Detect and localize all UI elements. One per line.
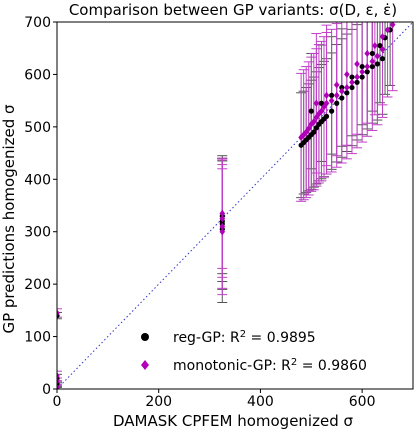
point-1-15 xyxy=(316,110,322,118)
point-0-30 xyxy=(308,108,314,114)
point-0-36 xyxy=(369,50,375,57)
point-0-18 xyxy=(323,113,330,119)
point-1-16 xyxy=(318,107,325,115)
y-tick-label-6: 600 xyxy=(24,67,51,83)
legend-label-monotonic-gp: monotonic-GP: R2 = 0.9860 xyxy=(173,357,367,375)
point-1-23 xyxy=(349,78,355,86)
point-1-36 xyxy=(372,41,378,50)
point-0-22 xyxy=(344,90,350,96)
point-1-11 xyxy=(305,124,312,133)
identity-reference-line xyxy=(57,22,413,389)
point-1-35 xyxy=(364,49,371,58)
point-1-2 xyxy=(57,372,60,380)
point-1-13 xyxy=(311,118,317,126)
point-0-20 xyxy=(334,100,340,106)
point-1-0 xyxy=(57,383,60,389)
point-1-33 xyxy=(344,70,350,79)
point-1-3 xyxy=(57,309,60,317)
x-tick-label-1: 200 xyxy=(145,394,172,410)
x-axis-label: DAMASK CPFEM homogenized σ xyxy=(113,412,354,430)
y-tick-label-1: 100 xyxy=(24,330,51,346)
axis-ticks: 0 200 400 600 0 100 200 300 400 500 600 700 xyxy=(24,15,375,410)
point-0-28 xyxy=(374,61,380,67)
y-axis-label: GP predictions homogenized σ xyxy=(0,104,18,334)
point-0-25 xyxy=(359,74,365,80)
y-tick-label-5: 500 xyxy=(24,120,51,136)
x-tick-label-2: 400 xyxy=(247,394,274,410)
point-1-9 xyxy=(300,131,307,139)
point-0-35 xyxy=(359,63,365,70)
plot-clip-group xyxy=(57,22,413,389)
point-0-34 xyxy=(349,74,355,80)
point-1-19 xyxy=(328,97,335,105)
point-0-32 xyxy=(329,92,335,98)
y-tick-label-7: 700 xyxy=(24,15,51,31)
point-1-7 xyxy=(219,209,226,217)
point-1-34 xyxy=(354,60,360,68)
point-0-27 xyxy=(369,63,375,70)
point-0-13 xyxy=(311,129,317,135)
point-0-29 xyxy=(379,56,386,62)
y-tick-label-0: 0 xyxy=(42,382,51,398)
markers-1 xyxy=(57,22,396,389)
y-tick-label-4: 400 xyxy=(24,172,51,188)
point-1-18 xyxy=(323,99,330,107)
chart-title: Comparison between GP variants: σ(D, ε, … xyxy=(69,1,397,19)
point-1-25 xyxy=(359,68,365,76)
legend: reg-GP: R2 = 0.9895 monotonic-GP: R2 = 0… xyxy=(141,329,367,375)
point-1-21 xyxy=(339,87,345,95)
point-1-22 xyxy=(344,83,350,92)
point-1-4 xyxy=(219,228,226,236)
point-0-33 xyxy=(339,84,345,91)
point-0-26 xyxy=(364,69,370,75)
point-1-32 xyxy=(333,81,340,89)
legend-label-reg-gp: reg-GP: R2 = 0.9895 xyxy=(173,329,316,347)
point-0-19 xyxy=(329,108,335,114)
point-1-27 xyxy=(369,57,376,65)
point-1-30 xyxy=(313,99,320,107)
x-tick-label-3: 600 xyxy=(349,394,376,410)
point-1-5 xyxy=(219,222,226,231)
point-1-6 xyxy=(219,215,226,223)
plot-area xyxy=(57,22,413,389)
point-0-14 xyxy=(313,125,319,131)
y-tick-label-3: 300 xyxy=(24,225,51,241)
y-tick-label-2: 200 xyxy=(24,277,51,293)
legend-marker-monotonic-gp xyxy=(141,360,149,370)
point-1-14 xyxy=(313,113,320,122)
point-1-37 xyxy=(379,33,386,41)
point-1-31 xyxy=(323,91,330,99)
point-0-21 xyxy=(339,95,345,101)
point-1-1 xyxy=(57,377,60,385)
point-0-31 xyxy=(318,100,325,106)
plot-frame xyxy=(56,21,414,390)
point-0-24 xyxy=(354,79,360,85)
point-1-38 xyxy=(384,26,391,34)
point-0-37 xyxy=(377,42,383,49)
point-1-20 xyxy=(333,91,340,99)
legend-marker-reg-gp xyxy=(141,333,149,341)
point-1-26 xyxy=(364,62,371,71)
point-1-29 xyxy=(379,45,386,53)
point-1-12 xyxy=(308,120,315,128)
x-tick-label-0: 0 xyxy=(53,394,62,410)
point-1-28 xyxy=(374,52,381,60)
point-1-24 xyxy=(354,73,360,81)
point-0-23 xyxy=(349,84,355,91)
point-1-39 xyxy=(389,22,396,29)
